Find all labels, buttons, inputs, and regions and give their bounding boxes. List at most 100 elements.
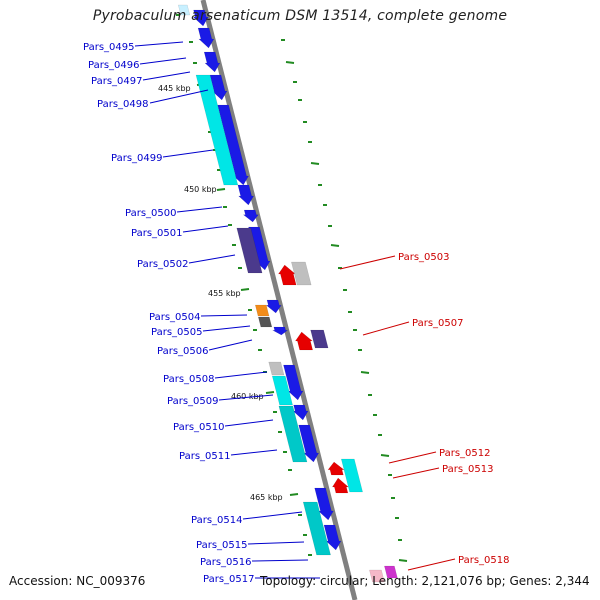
cds-block <box>278 405 308 463</box>
reverse-cds-arrow <box>327 461 345 476</box>
forward-cds-arrow <box>242 209 259 223</box>
forward-cds-arrow <box>292 404 309 421</box>
left-leader-line <box>134 41 184 47</box>
right-gene-label: Pars_0518 <box>458 555 509 566</box>
cds-block <box>177 4 191 16</box>
forward-cds-arrow <box>298 424 320 463</box>
cds-block <box>369 569 385 583</box>
left-leader-line <box>214 371 268 379</box>
scale-label: 445 kbp <box>158 84 191 93</box>
tick-mark <box>216 188 226 191</box>
right-leader-line <box>392 467 440 479</box>
forward-cds-arrow <box>314 487 334 521</box>
cds-block <box>291 261 312 286</box>
tick-mark <box>380 454 390 457</box>
tick-mark <box>265 391 275 394</box>
left-gene-label: Pars_0514 <box>191 515 242 526</box>
left-leader-line <box>142 71 191 81</box>
right-leader-line <box>407 558 456 571</box>
cds-block <box>195 74 239 186</box>
right-gene-label: Pars_0513 <box>442 464 493 475</box>
left-gene-label: Pars_0497 <box>91 76 142 87</box>
left-gene-label: Pars_0498 <box>97 99 148 110</box>
left-gene-label: Pars_0499 <box>111 153 162 164</box>
left-leader-line <box>208 339 253 351</box>
left-leader-line <box>139 57 187 65</box>
left-leader-line <box>251 559 309 562</box>
tick-marks <box>176 14 408 562</box>
scale-label: 455 kbp <box>208 289 241 298</box>
cds-block <box>310 329 329 349</box>
right-leader-line <box>339 255 396 270</box>
topology-text: Topology: circular; Length: 2,121,076 bp… <box>260 574 590 588</box>
forward-cds-arrow <box>192 9 209 27</box>
right-leader-line <box>388 451 437 464</box>
left-gene-label: Pars_0510 <box>173 422 224 433</box>
left-gene-label: Pars_0515 <box>196 540 247 551</box>
left-leader-line <box>149 89 209 104</box>
left-gene-label: Pars_0500 <box>125 208 176 219</box>
left-leader-line <box>200 314 248 317</box>
left-leader-line <box>162 149 214 158</box>
left-leader-line <box>202 325 251 332</box>
cds-block <box>302 501 331 556</box>
accession-text: Accession: NC_009376 <box>9 574 146 588</box>
genome-backbone <box>200 0 358 600</box>
left-gene-label: Pars_0502 <box>137 259 188 270</box>
scale-label: 450 kbp <box>184 185 217 194</box>
footer: Accession: NC_009376 Topology: circular;… <box>0 574 600 590</box>
reverse-cds-arrow <box>294 331 314 351</box>
tick-mark <box>285 61 295 64</box>
cds-block <box>257 316 273 328</box>
left-gene-label: Pars_0495 <box>83 42 134 53</box>
cds-block <box>236 227 263 274</box>
scale-labels: 445 kbp 450 kbp 455 kbp 460 kbp 465 kbp <box>158 84 283 502</box>
forward-cds-arrow <box>203 51 221 73</box>
left-gene-labels: Pars_0495 Pars_0496 Pars_0497 Pars_0498 Pars… <box>83 41 320 585</box>
forward-cds-arrow <box>265 299 282 314</box>
left-gene-label: Pars_0516 <box>200 557 251 568</box>
right-gene-label: Pars_0512 <box>439 448 490 459</box>
cds-features <box>177 4 398 583</box>
left-leader-line <box>182 225 229 233</box>
left-gene-label: Pars_0506 <box>157 346 208 357</box>
cds-block <box>340 458 363 493</box>
left-leader-line <box>230 449 278 456</box>
reverse-cds-arrow <box>331 477 350 494</box>
left-leader-line <box>242 511 303 520</box>
left-gene-label: Pars_0517 <box>203 574 254 585</box>
right-gene-labels: Pars_0503 Pars_0507 Pars_0512 Pars_0513 Pars… <box>339 252 509 571</box>
forward-cds-arrow <box>323 524 342 551</box>
left-gene-label: Pars_0504 <box>149 312 200 323</box>
cds-block <box>384 565 398 579</box>
tick-mark <box>310 162 320 165</box>
left-gene-label: Pars_0511 <box>179 451 230 462</box>
tick-mark <box>398 559 408 562</box>
left-leader-line <box>224 419 274 427</box>
forward-cds-arrow <box>272 326 289 336</box>
genome-title: Pyrobaculum arsenaticum DSM 13514, compl… <box>92 8 508 24</box>
tick-mark <box>240 288 250 291</box>
tick-mark <box>289 493 299 496</box>
tick-mark <box>330 244 340 247</box>
cds-block <box>268 361 285 376</box>
right-gene-label: Pars_0507 <box>412 318 463 329</box>
cds-block <box>271 375 293 406</box>
left-leader-line <box>218 394 274 401</box>
scale-label: 465 kbp <box>250 493 283 502</box>
right-leader-line <box>362 321 410 336</box>
left-gene-label: Pars_0505 <box>151 327 202 338</box>
left-gene-label: Pars_0509 <box>167 396 218 407</box>
left-leader-line <box>247 541 305 545</box>
left-leader-line <box>188 254 236 264</box>
cds-block <box>254 304 270 317</box>
left-gene-label: Pars_0508 <box>163 374 214 385</box>
left-gene-label: Pars_0501 <box>131 228 182 239</box>
tick-mark <box>360 371 370 374</box>
forward-cds-arrow <box>237 184 255 206</box>
right-gene-label: Pars_0503 <box>398 252 449 263</box>
left-leader-line <box>176 206 223 213</box>
left-gene-label: Pars_0496 <box>88 60 139 71</box>
scale-label: 460 kbp <box>231 392 264 401</box>
